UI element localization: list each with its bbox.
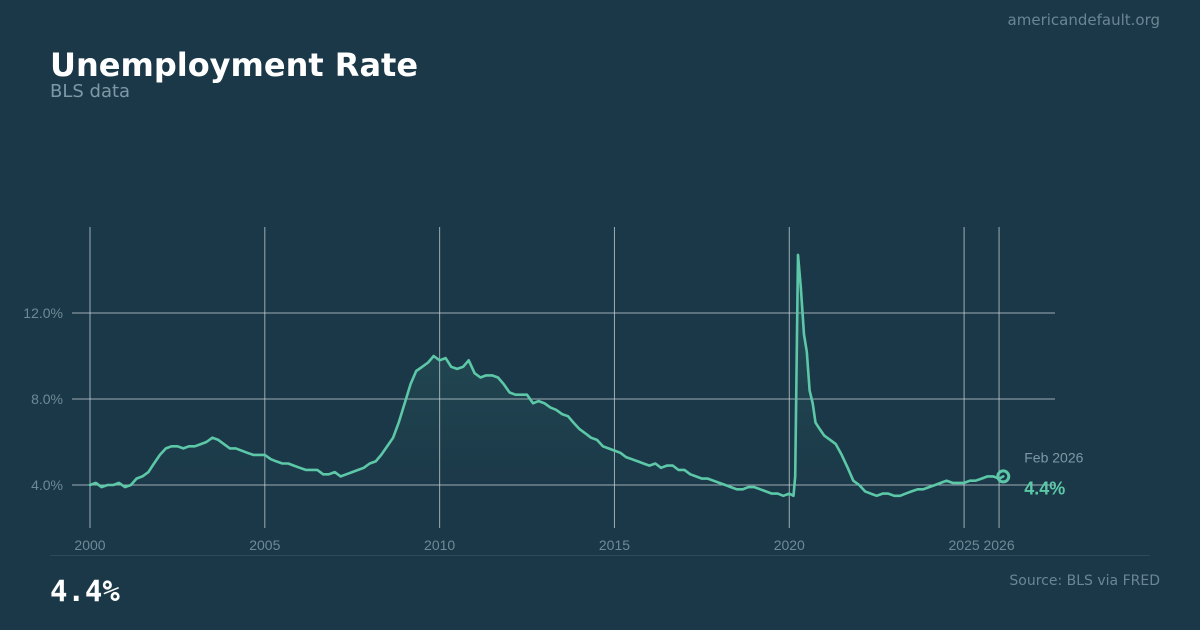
x-tick-label: 2020	[774, 537, 805, 553]
y-tick-label: 12.0%	[23, 305, 63, 321]
series-line	[88, 253, 1005, 498]
annotation-value-label: 4.4%	[1024, 478, 1065, 498]
y-tick-label: 8.0%	[31, 391, 63, 407]
y-tick-label: 4.0%	[31, 477, 63, 493]
axis-ticks: 2000 2005 2010 2015 2020 2025 2026 4.0% 8.0% 12.0…	[23, 305, 1015, 553]
current-value: 4.4%	[50, 574, 120, 608]
series-area	[90, 254, 1004, 496]
x-tick-label: 2026	[983, 537, 1014, 553]
site-watermark[interactable]: americandefault.org	[1007, 11, 1160, 29]
x-tick-label: 2010	[424, 537, 455, 553]
latest-point-marker	[996, 469, 1011, 484]
chart-title: Unemployment Rate	[50, 46, 419, 84]
annotation-date-label: Feb 2026	[1024, 449, 1083, 465]
x-tick-label: 2025	[949, 537, 980, 553]
source-credit: Source: BLS via FRED	[1009, 573, 1160, 589]
x-tick-label: 2005	[249, 537, 280, 553]
x-tick-label: 2000	[74, 537, 105, 553]
footer-divider	[50, 555, 1150, 556]
chart-subtitle: BLS data	[50, 81, 131, 102]
x-tick-label: 2015	[599, 537, 630, 553]
